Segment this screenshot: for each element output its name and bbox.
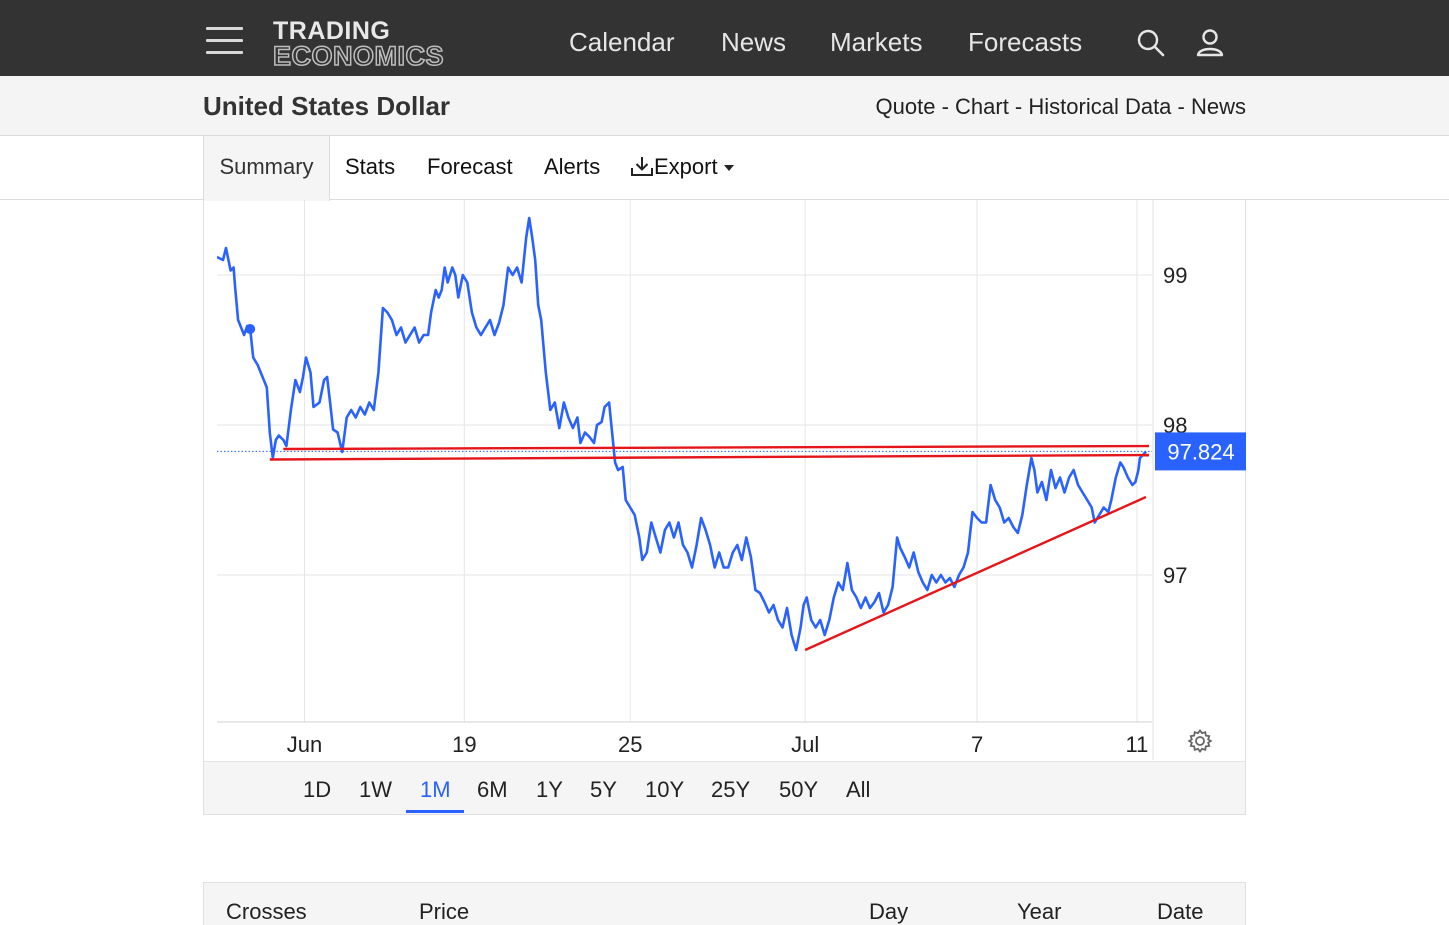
settings-icon[interactable] xyxy=(1187,728,1213,759)
range-1w[interactable]: 1W xyxy=(359,777,392,802)
link-historical-data[interactable]: Historical Data xyxy=(1028,94,1172,119)
page-title: United States Dollar xyxy=(203,91,451,121)
tab-export[interactable]: Export xyxy=(630,136,734,200)
range-all[interactable]: All xyxy=(846,777,871,802)
tab-bar: Summary Stats Forecast Alerts Export xyxy=(0,136,1449,201)
col-crosses: Crosses xyxy=(226,899,307,924)
top-nav: TRADING ECONOMICS Calendar News Markets … xyxy=(0,0,1449,76)
resistance-line xyxy=(269,453,1149,461)
link-separator: - xyxy=(1171,94,1191,119)
trend-line xyxy=(804,495,1147,652)
range-50y[interactable]: 50Y xyxy=(779,777,819,802)
link-separator: - xyxy=(1008,94,1029,119)
x-tick-label: 19 xyxy=(452,732,476,757)
nav-news[interactable]: News xyxy=(721,27,787,57)
current-value-label: 97.824 xyxy=(1167,439,1234,464)
x-axis: Jun 19 25 Jul 7 11 xyxy=(287,732,1149,757)
title-bar: United States Dollar Quote - Chart - His… xyxy=(0,76,1449,136)
nav-forecasts[interactable]: Forecasts xyxy=(968,27,1083,57)
range-10y[interactable]: 10Y xyxy=(645,777,685,802)
active-range-indicator xyxy=(406,810,464,813)
range-6m[interactable]: 6M xyxy=(477,777,508,802)
col-price: Price xyxy=(419,899,470,924)
chart-grid xyxy=(217,200,1154,760)
y-tick-label: 99 xyxy=(1163,263,1187,288)
user-icon[interactable] xyxy=(1196,28,1224,63)
y-tick-label: 97 xyxy=(1163,563,1187,588)
link-chart[interactable]: Chart xyxy=(955,94,1009,119)
logo[interactable]: TRADING ECONOMICS xyxy=(272,17,453,71)
x-tick-label: 7 xyxy=(971,732,983,757)
col-date: Date xyxy=(1157,899,1204,924)
download-icon xyxy=(631,157,653,176)
link-news[interactable]: News xyxy=(1190,94,1246,119)
search-icon[interactable] xyxy=(1136,28,1166,63)
logo-line2: ECONOMICS xyxy=(272,40,445,71)
range-selector: 1D 1W 1M 6M 1Y 5Y 10Y 25Y 50Y All xyxy=(204,761,1245,814)
col-day: Day xyxy=(869,899,909,924)
col-year: Year xyxy=(1017,899,1062,924)
resistance-line xyxy=(283,444,1149,451)
range-1y[interactable]: 1Y xyxy=(536,777,563,802)
logo-line1: TRADING xyxy=(273,17,391,45)
series-line xyxy=(217,216,1147,652)
tab-summary[interactable]: Summary xyxy=(203,136,330,201)
nav-calendar[interactable]: Calendar xyxy=(569,27,675,57)
crosses-table-header: Crosses Price Day Year Date xyxy=(203,882,1246,925)
x-tick-label: Jul xyxy=(791,732,819,757)
x-tick-label: 11 xyxy=(1125,732,1148,757)
price-badge-layer: 97.824 xyxy=(1155,432,1246,471)
current-value-badge xyxy=(1155,432,1246,471)
x-tick-label: Jun xyxy=(287,732,322,757)
series-marker xyxy=(245,324,256,334)
export-label: Export xyxy=(654,154,718,179)
link-separator: - xyxy=(935,94,956,119)
quick-links: Quote - Chart - Historical Data - News xyxy=(876,94,1246,120)
range-5y[interactable]: 5Y xyxy=(590,777,617,802)
chevron-down-icon xyxy=(723,165,734,172)
link-quote[interactable]: Quote xyxy=(875,94,936,119)
range-25y[interactable]: 25Y xyxy=(711,777,751,802)
nav-markets[interactable]: Markets xyxy=(830,27,923,57)
chart-container: 97 98 99 Jun 19 25 Jul 7 11 97.824 1D 1W 1M 6M … xyxy=(203,200,1246,815)
range-1m[interactable]: 1M xyxy=(420,777,451,802)
series-layer xyxy=(217,216,1152,652)
tab-alerts[interactable]: Alerts xyxy=(544,154,601,179)
tab-stats[interactable]: Stats xyxy=(345,154,396,179)
menu-icon[interactable] xyxy=(206,27,243,55)
x-tick-label: 25 xyxy=(618,732,642,757)
tab-forecast[interactable]: Forecast xyxy=(427,154,513,179)
range-1d[interactable]: 1D xyxy=(303,777,332,802)
annotation-layer xyxy=(269,444,1149,652)
